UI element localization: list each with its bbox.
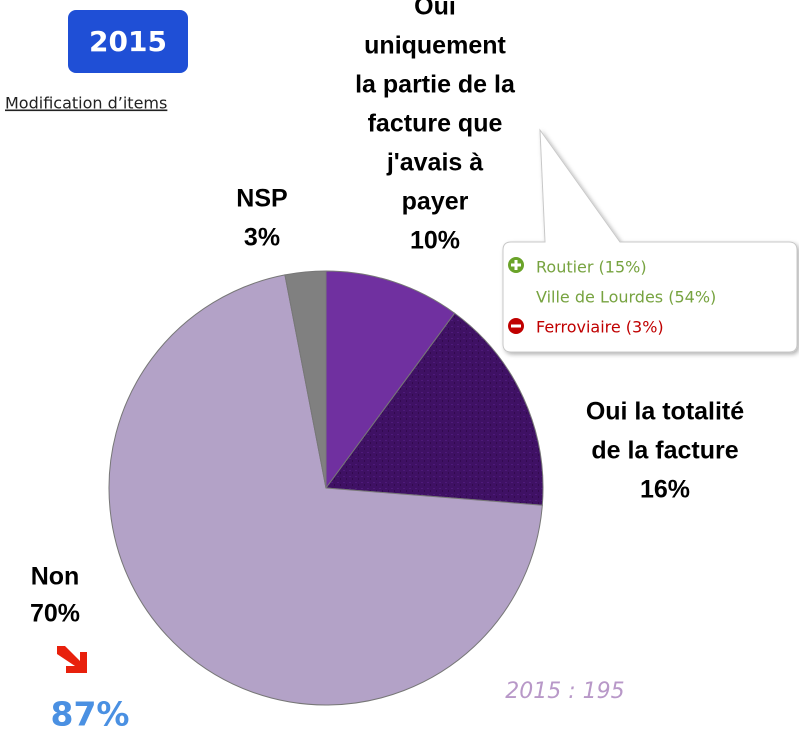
pie-slice	[325, 312, 544, 506]
callout-minus: Ferroviaire (3%)	[536, 318, 664, 337]
slice-label: Oui la totalité	[586, 398, 744, 426]
plus-sign	[511, 260, 521, 270]
slice-label: uniquement	[364, 32, 506, 60]
slice-label: payer	[402, 188, 469, 216]
badge-text: 2015	[89, 25, 167, 58]
slice-label: Oui	[414, 0, 456, 21]
subtitle: Modification d’items	[5, 94, 167, 113]
down-arrow	[57, 646, 87, 673]
callout-plus: Routier (15%)	[536, 258, 647, 277]
badge	[68, 10, 188, 73]
pie-slice	[108, 274, 543, 706]
value-label: 3%	[244, 224, 280, 252]
base-note: 2015 : 195	[505, 679, 624, 704]
pie-slice	[284, 270, 327, 489]
pie	[108, 270, 544, 706]
callout-box	[502, 128, 798, 353]
slice-label: facture que	[368, 110, 503, 138]
slice-label: la partie de la	[355, 71, 516, 99]
pie-slice	[325, 270, 456, 490]
slice-label: Non	[31, 563, 80, 591]
trend-value: 87%	[51, 695, 130, 729]
value-label: 16%	[640, 476, 690, 504]
slice-label: NSP	[236, 185, 287, 213]
callout: Routier (15%) Ville de Lourdes (54%) Fer…	[502, 128, 798, 353]
slice-label: j'avais à	[386, 149, 483, 177]
callout-neutral: Ville de Lourdes (54%)	[536, 288, 716, 307]
value-label: 10%	[410, 227, 460, 255]
value-label: 70%	[30, 600, 80, 628]
slice-label: de la facture	[591, 437, 738, 465]
